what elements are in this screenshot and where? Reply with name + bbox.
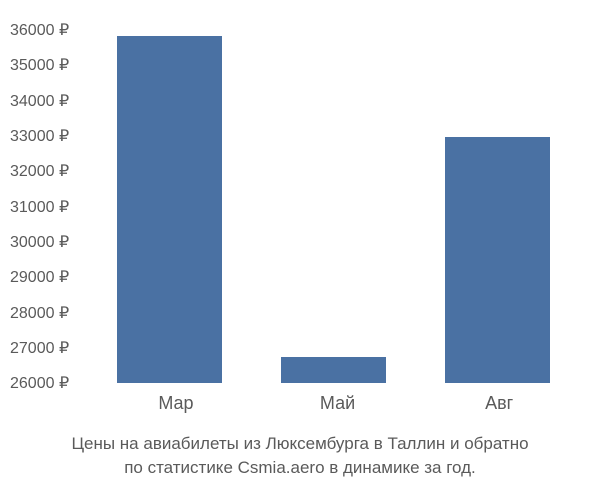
bar — [281, 357, 386, 383]
x-axis-labels: Мар Май Авг — [85, 393, 590, 414]
x-axis: Мар Май Авг — [10, 393, 590, 414]
bar — [117, 36, 222, 383]
x-tick-label: Авг — [447, 393, 552, 414]
y-tick-label: 28000 ₽ — [10, 303, 69, 323]
y-tick-label: 30000 ₽ — [10, 232, 69, 252]
y-tick-label: 35000 ₽ — [10, 55, 69, 75]
plot-area: 36000 ₽ 35000 ₽ 34000 ₽ 33000 ₽ 32000 ₽ 31000… — [10, 10, 590, 383]
y-tick-label: 34000 ₽ — [10, 91, 69, 111]
y-tick-label: 31000 ₽ — [10, 197, 69, 217]
y-tick-label: 26000 ₽ — [10, 373, 69, 393]
bars-region — [77, 10, 590, 383]
y-axis: 36000 ₽ 35000 ₽ 34000 ₽ 33000 ₽ 32000 ₽ 31000… — [10, 10, 77, 383]
x-tick-label: Май — [285, 393, 390, 414]
chart-caption: Цены на авиабилеты из Люксембурга в Талл… — [10, 432, 590, 480]
caption-line-1: Цены на авиабилеты из Люксембурга в Талл… — [10, 432, 590, 456]
y-tick-label: 27000 ₽ — [10, 338, 69, 358]
y-tick-label: 33000 ₽ — [10, 126, 69, 146]
bar — [445, 137, 550, 383]
y-tick-label: 36000 ₽ — [10, 20, 69, 40]
y-tick-label: 29000 ₽ — [10, 267, 69, 287]
caption-line-2: по статистике Csmia.aero в динамике за г… — [10, 456, 590, 480]
y-tick-label: 32000 ₽ — [10, 161, 69, 181]
x-tick-label: Мар — [123, 393, 228, 414]
price-chart: 36000 ₽ 35000 ₽ 34000 ₽ 33000 ₽ 32000 ₽ 31000… — [10, 10, 590, 414]
